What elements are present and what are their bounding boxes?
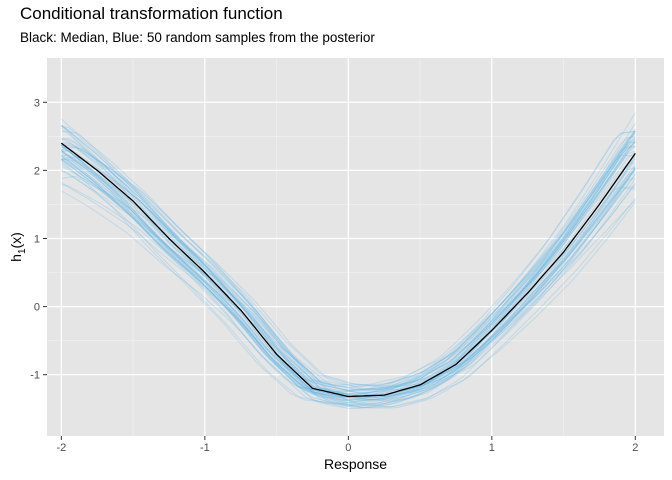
y-axis-label-subscript: 1	[17, 248, 28, 254]
x-tick-label: 1	[489, 442, 495, 454]
posterior-sample-line	[61, 139, 636, 392]
y-axis-label-main: h	[8, 254, 24, 262]
posterior-sample-line	[60, 124, 636, 386]
posterior-sample-line	[61, 155, 636, 390]
posterior-sample-line	[61, 112, 636, 388]
y-tick-label: 0	[34, 302, 40, 314]
posterior-sample-line	[61, 144, 636, 394]
posterior-sample-line	[61, 141, 636, 402]
posterior-sample-line	[61, 130, 636, 391]
x-tick-label: -1	[200, 442, 210, 454]
posterior-sample-line	[60, 154, 636, 405]
posterior-sample-line	[61, 146, 636, 401]
y-tick-label: -1	[30, 370, 40, 382]
posterior-sample-line	[60, 161, 636, 406]
posterior-sample-line	[61, 144, 636, 401]
x-axis-label: Response	[324, 456, 387, 472]
median-line	[60, 142, 636, 398]
x-tick-label: 0	[345, 442, 351, 454]
posterior-sample-line	[60, 127, 636, 391]
posterior-sample-line	[61, 145, 636, 393]
posterior-sample-line	[61, 143, 636, 398]
posterior-sample-line	[61, 169, 636, 404]
x-tick-label: -2	[56, 442, 66, 454]
posterior-sample-line	[61, 141, 636, 396]
y-axis-label: h1(x)	[8, 232, 28, 262]
y-tick-label: 3	[34, 97, 40, 109]
posterior-sample-line	[61, 141, 636, 395]
posterior-sample-line	[60, 124, 636, 389]
posterior-sample-line	[61, 131, 636, 407]
major-gridlines	[47, 58, 664, 436]
posterior-sample-line	[61, 138, 636, 397]
y-tick-label: 2	[34, 165, 40, 177]
posterior-sample-line	[61, 151, 636, 401]
posterior-sample-line	[60, 118, 636, 391]
posterior-sample-line	[61, 141, 636, 400]
minor-gridlines	[47, 58, 664, 436]
posterior-sample-line	[61, 151, 636, 396]
posterior-sample-line	[61, 150, 636, 403]
posterior-sample-line	[60, 130, 636, 395]
posterior-sample-line	[61, 163, 636, 402]
chart-subtitle: Black: Median, Blue: 50 random samples f…	[20, 30, 375, 45]
posterior-sample-line	[61, 148, 636, 408]
x-tick-label: 2	[632, 442, 638, 454]
posterior-sample-line	[61, 159, 636, 409]
posterior-sample-line	[61, 175, 636, 408]
posterior-sample-line	[61, 129, 636, 387]
y-axis-ticks: -1 0 1 2 3	[30, 97, 47, 382]
posterior-sample-line	[61, 150, 636, 398]
posterior-sample-line	[61, 174, 636, 410]
chart-title: Conditional transformation function	[20, 4, 283, 23]
posterior-sample-line	[60, 131, 636, 397]
x-axis-ticks: -2 -1 0 1 2	[56, 436, 638, 454]
posterior-sample-line	[61, 171, 636, 407]
posterior-sample-line	[60, 130, 636, 393]
posterior-sample-line	[61, 131, 636, 391]
posterior-sample-line	[61, 126, 636, 387]
y-axis-label-rest: (x)	[8, 232, 24, 248]
posterior-sample-line	[61, 152, 636, 406]
y-tick-label: 1	[34, 233, 40, 245]
posterior-sample-line	[61, 149, 636, 405]
plot-panel	[47, 58, 664, 436]
posterior-sample-line	[61, 145, 636, 399]
